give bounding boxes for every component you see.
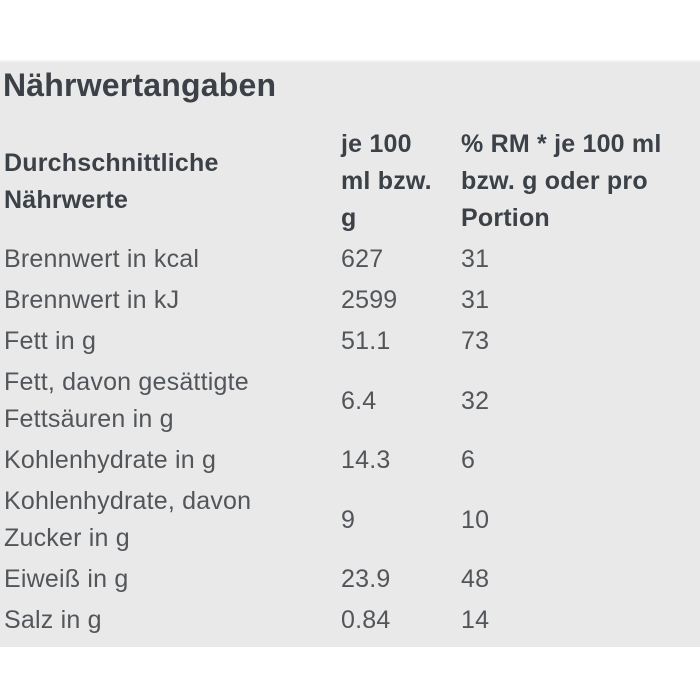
per-100-value: 23.9 [341,565,391,593]
nutrition-table: Durchschnittliche Nährwerte je 100 ml bz… [3,124,700,641]
per-100-value: 2599 [341,286,398,314]
table-row: Kohlenhydrate in g 14.3 6 [3,440,700,481]
nutrient-label: Brennwert in kcal [4,245,200,273]
per-100-value: 6.4 [341,386,377,415]
nutrient-label: Kohlenhydrate, davon Zucker in g [4,487,252,552]
table-row: Salz in g 0.84 14 [3,600,700,641]
nutrient-label: Salz in g [4,606,102,634]
rm-percent-value: 10 [461,505,490,534]
table-row: Fett, davon gesättigte Fettsäuren in g 6.… [3,362,700,440]
per-100-value: 14.3 [341,446,391,474]
per-100-value: 627 [341,245,384,273]
rm-percent-value: 31 [461,245,490,273]
nutrition-table-body: Brennwert in kcal 627 31 Brennwert in kJ 259… [3,239,700,641]
rm-percent-value: 6 [461,446,476,474]
table-row: Brennwert in kJ 2599 31 [3,280,700,321]
nutrient-label: Fett, davon gesättigte Fettsäuren in g [4,368,249,433]
header-average-nutrients: Durchschnittliche Nährwerte [4,148,219,214]
nutrient-label: Eiweiß in g [4,565,129,593]
table-row: Eiweiß in g 23.9 48 [3,559,700,600]
rm-percent-value: 48 [461,565,490,593]
section-title: Nährwertangaben [3,67,277,103]
nutrient-label: Kohlenhydrate in g [4,446,217,474]
rm-percent-value: 32 [461,386,490,415]
table-row: Kohlenhydrate, davon Zucker in g 9 10 [3,481,700,559]
table-row: Fett in g 51.1 73 [3,321,700,362]
nutrition-panel: Nährwertangaben Durchschnittliche Nährwe… [0,60,700,647]
per-100-value: 9 [341,505,356,534]
rm-percent-value: 31 [461,286,490,314]
nutrient-label: Brennwert in kJ [4,286,180,314]
per-100-value: 0.84 [341,606,391,634]
per-100-value: 51.1 [341,327,391,355]
table-row: Brennwert in kcal 627 31 [3,239,700,280]
nutrient-label: Fett in g [4,327,97,355]
header-rm-percent: % RM * je 100 ml bzw. g oder pro Portion [461,130,662,232]
header-row: Durchschnittliche Nährwerte je 100 ml bz… [3,124,700,239]
header-per-100: je 100 ml bzw. g [341,130,432,232]
rm-percent-value: 73 [461,327,490,355]
rm-percent-value: 14 [461,606,490,634]
